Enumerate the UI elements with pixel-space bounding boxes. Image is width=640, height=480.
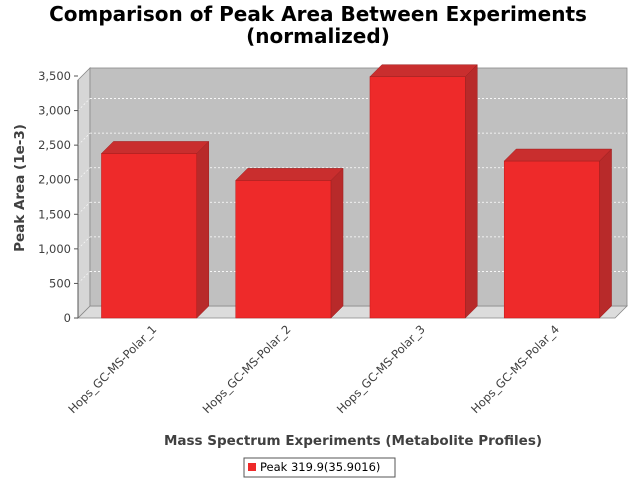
- bars: [100, 64, 613, 319]
- y-tick-label: 2,500: [38, 138, 71, 152]
- gridline-side: [77, 98, 91, 111]
- gridline-side: [77, 167, 91, 180]
- y-tick-label: 1,500: [38, 207, 71, 221]
- gridline-side: [77, 202, 91, 215]
- bar-top: [100, 141, 210, 154]
- x-axis: Hops_GC-MS-Polar_1 Hops_GC-MS-Polar_2 Hops…: [65, 322, 562, 416]
- y-tick-label: 1,000: [38, 242, 71, 256]
- y-tick-label: 0: [64, 311, 71, 325]
- bar-front: [503, 160, 600, 319]
- y-tick-label: 500: [49, 276, 71, 290]
- y-axis: 0 500 1,000 1,500 2,000 2,500 3,000 3,500: [38, 69, 79, 325]
- bar-side: [330, 167, 344, 319]
- chart-title: Comparison of Peak Area Between Experime…: [49, 2, 587, 26]
- legend-box: [243, 457, 396, 478]
- legend-label: Peak 319.9(35.9016): [260, 460, 380, 474]
- bar-side: [465, 64, 478, 319]
- gridline-side: [77, 236, 91, 250]
- bar-side: [196, 140, 210, 319]
- x-tick-label: Hops_GC-MS-Polar_2: [200, 322, 294, 416]
- plot-left-wall: [77, 67, 91, 319]
- x-tick-label: Hops_GC-MS-Polar_3: [334, 322, 428, 416]
- x-tick-label: Hops_GC-MS-Polar_4: [468, 322, 562, 416]
- gridline-side: [77, 271, 91, 284]
- bar: [100, 140, 210, 319]
- y-tick-label: 3,000: [38, 104, 71, 118]
- y-tick-label: 2,000: [38, 173, 71, 187]
- bar-front: [101, 153, 198, 319]
- bar-top: [369, 64, 478, 77]
- bar: [235, 167, 344, 319]
- chart-subtitle: (normalized): [246, 24, 390, 48]
- y-axis-label: Peak Area (1e-3): [12, 124, 28, 252]
- bar-top: [503, 148, 613, 162]
- x-tick-label: Hops_GC-MS-Polar_1: [65, 322, 159, 416]
- gridline-side: [77, 63, 91, 77]
- x-axis-label: Mass Spectrum Experiments (Metabolite Pr…: [164, 433, 542, 449]
- bar-front: [369, 76, 466, 319]
- bar-front: [235, 180, 332, 319]
- y-tick-label: 3,500: [38, 69, 71, 83]
- bar-side: [599, 148, 612, 319]
- bar: [369, 64, 478, 319]
- bar: [503, 148, 613, 319]
- bar-top: [235, 168, 344, 181]
- legend: Peak 319.9(35.9016): [243, 457, 396, 478]
- gridline-side: [77, 132, 91, 146]
- legend-swatch: [248, 463, 256, 471]
